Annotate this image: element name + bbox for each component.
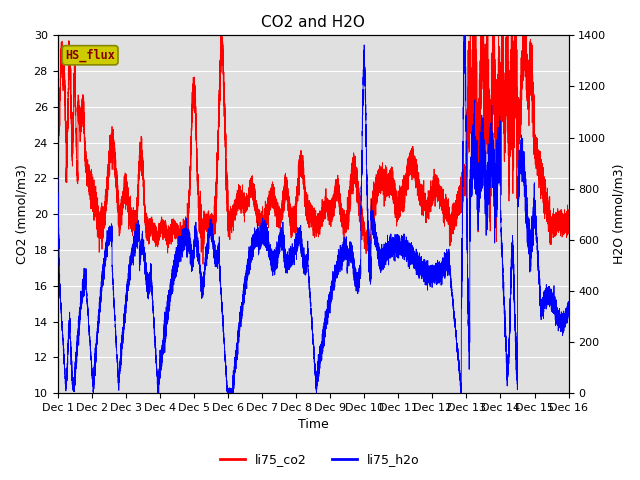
Legend: li75_co2, li75_h2o: li75_co2, li75_h2o	[215, 448, 425, 471]
Title: CO2 and H2O: CO2 and H2O	[261, 15, 365, 30]
Text: HS_flux: HS_flux	[65, 48, 115, 62]
Y-axis label: H2O (mmol/m3): H2O (mmol/m3)	[612, 164, 625, 264]
X-axis label: Time: Time	[298, 419, 328, 432]
Y-axis label: CO2 (mmol/m3): CO2 (mmol/m3)	[15, 164, 28, 264]
